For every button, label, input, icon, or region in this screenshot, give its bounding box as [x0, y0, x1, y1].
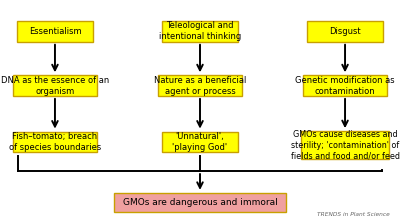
- FancyBboxPatch shape: [162, 132, 238, 152]
- Text: Nature as a beneficial
agent or process: Nature as a beneficial agent or process: [154, 76, 246, 96]
- FancyBboxPatch shape: [303, 75, 387, 96]
- FancyBboxPatch shape: [17, 21, 93, 42]
- Text: Fish–tomato; breach
of species boundaries: Fish–tomato; breach of species boundarie…: [9, 132, 101, 152]
- Text: Essentialism: Essentialism: [29, 27, 81, 36]
- FancyBboxPatch shape: [13, 75, 97, 96]
- FancyBboxPatch shape: [13, 132, 97, 152]
- Text: Disgust: Disgust: [329, 27, 361, 36]
- Text: DNA as the essence of an
organism: DNA as the essence of an organism: [1, 76, 109, 96]
- FancyBboxPatch shape: [162, 21, 238, 42]
- FancyBboxPatch shape: [307, 21, 383, 42]
- Text: TRENDS in Plant Science: TRENDS in Plant Science: [317, 212, 390, 217]
- Text: GMOs are dangerous and immoral: GMOs are dangerous and immoral: [123, 198, 277, 207]
- Text: GMOs cause diseases and
sterility; 'contamination' of
fields and food and/or fee: GMOs cause diseases and sterility; 'cont…: [290, 130, 400, 161]
- FancyBboxPatch shape: [301, 131, 389, 159]
- FancyBboxPatch shape: [158, 75, 242, 96]
- FancyBboxPatch shape: [114, 193, 286, 212]
- Text: Teleological and
intentional thinking: Teleological and intentional thinking: [159, 21, 241, 42]
- Text: Genetic modification as
contamination: Genetic modification as contamination: [295, 76, 395, 96]
- Text: 'Unnatural',
'playing God': 'Unnatural', 'playing God': [172, 132, 228, 152]
